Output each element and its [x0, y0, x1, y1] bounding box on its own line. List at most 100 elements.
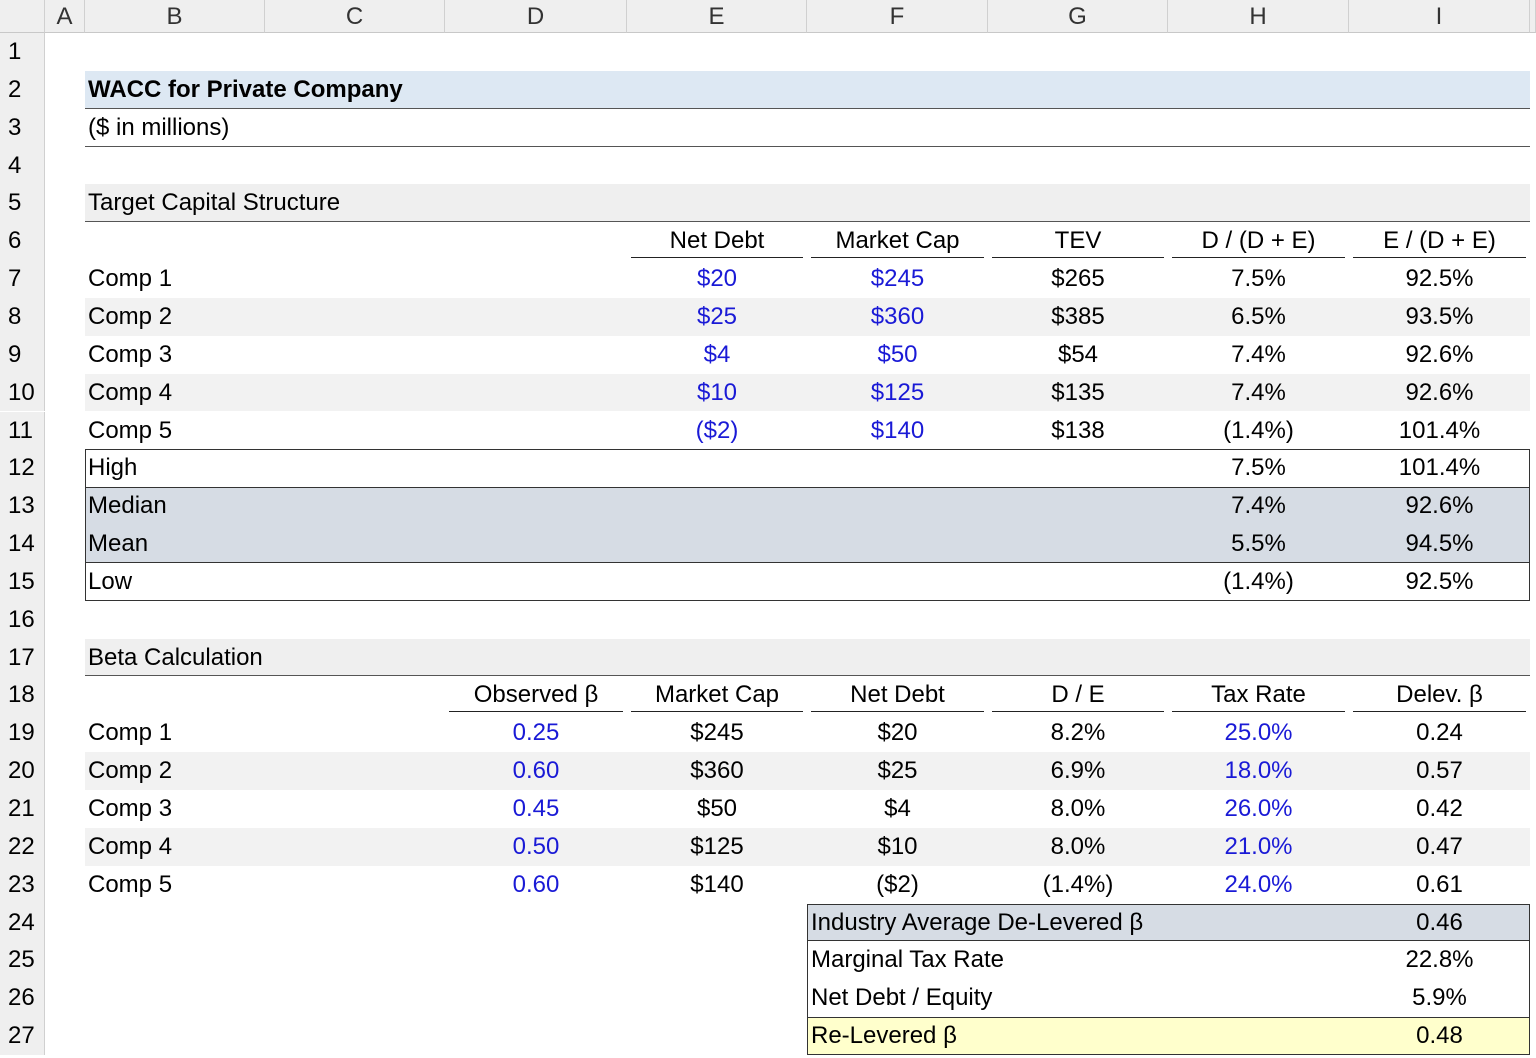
- row-header: 14: [0, 525, 45, 563]
- underline: [992, 257, 1164, 259]
- column-header: [1530, 0, 1536, 33]
- cell-value: 0.60: [512, 757, 560, 785]
- cell-value: $245: [690, 719, 744, 747]
- underline: [811, 257, 984, 259]
- row-band: [85, 373, 1530, 412]
- section-heading: Beta Calculation: [88, 643, 263, 671]
- cell-value: 8.0%: [1050, 832, 1106, 860]
- row-label: Comp 2: [88, 302, 173, 330]
- row-header: 23: [0, 865, 45, 904]
- cell-value: 0.25: [512, 719, 560, 747]
- column-label: E / (D + E): [1383, 227, 1496, 255]
- summary-label: Marginal Tax Rate: [811, 946, 1004, 974]
- row-label: Comp 3: [88, 340, 173, 368]
- cell-value: 0.45: [512, 795, 560, 822]
- stat-label: High: [88, 454, 138, 482]
- underline: [449, 711, 623, 713]
- cell-value: 6.9%: [1050, 757, 1106, 785]
- summary-value: 22.8%: [1405, 946, 1474, 974]
- column-header: E: [627, 0, 807, 33]
- cell-value: $125: [690, 832, 744, 860]
- stat-value: 7.4%: [1231, 492, 1286, 520]
- cell-value: $10: [877, 832, 918, 860]
- cell-value: $385: [1051, 302, 1105, 330]
- column-header: C: [265, 0, 445, 33]
- row-header: 13: [0, 487, 45, 526]
- cell-value: 0.47: [1416, 832, 1463, 860]
- summary-label: Industry Average De-Levered β: [811, 908, 1144, 936]
- row-header: 17: [0, 638, 45, 677]
- summary-fill: [808, 904, 1529, 942]
- column-header: G: [988, 0, 1168, 33]
- cell-value: 101.4%: [1398, 416, 1481, 444]
- row-header: 6: [0, 222, 45, 261]
- summary-value: 0.48: [1416, 1022, 1463, 1050]
- column-label: Delev. β: [1396, 681, 1483, 709]
- cell-value: 92.5%: [1405, 265, 1474, 293]
- column-header: D: [445, 0, 627, 33]
- column-label: Observed β: [473, 681, 599, 709]
- row-label: Comp 3: [88, 795, 173, 822]
- cell-value: $360: [690, 757, 744, 785]
- stat-value: (1.4%): [1223, 567, 1294, 595]
- cell-value: 7.4%: [1231, 378, 1286, 406]
- cell-value: 7.4%: [1231, 340, 1286, 368]
- cell-value: $25: [877, 757, 918, 785]
- row-header: 11: [0, 411, 45, 450]
- cell-value: (1.4%): [1042, 870, 1114, 898]
- cell-value: ($2): [876, 870, 919, 898]
- row-header: 15: [0, 562, 45, 601]
- cell-value: 92.6%: [1405, 378, 1474, 406]
- row-header: 10: [0, 373, 45, 412]
- cell-value: $360: [870, 302, 925, 330]
- stat-value: 92.6%: [1405, 492, 1474, 520]
- row-header: 19: [0, 714, 45, 753]
- column-header: B: [85, 0, 265, 33]
- row-label: Comp 1: [88, 719, 173, 747]
- column-label: Tax Rate: [1211, 681, 1306, 709]
- row-label: Comp 4: [88, 378, 173, 406]
- section-band: [85, 184, 1530, 223]
- cell-value: 0.50: [512, 832, 560, 860]
- row-label: Comp 1: [88, 265, 173, 293]
- summary-box: [807, 903, 1530, 1055]
- underline: [631, 257, 803, 259]
- column-header: A: [45, 0, 85, 33]
- column-header: H: [1168, 0, 1349, 33]
- cell-value: 21.0%: [1224, 832, 1293, 860]
- column-label: TEV: [1054, 227, 1102, 255]
- row-header: 4: [0, 146, 45, 185]
- stat-value: 92.5%: [1405, 567, 1474, 595]
- column-label: D / E: [1051, 681, 1105, 709]
- row-header: 12: [0, 449, 45, 488]
- section-band: [85, 638, 1530, 677]
- row-band: [85, 827, 1530, 866]
- cell-value: (1.4%): [1223, 416, 1294, 444]
- cell-value: 0.24: [1416, 719, 1463, 747]
- stat-label: Median: [88, 492, 167, 520]
- cell-value: 24.0%: [1224, 870, 1293, 898]
- row-band: [85, 70, 1530, 109]
- cell-value: $50: [696, 795, 738, 822]
- cell-value: 25.0%: [1224, 719, 1293, 747]
- row-label: Comp 5: [88, 416, 173, 444]
- stats-box: [85, 449, 1530, 601]
- row-header: 2: [0, 70, 45, 109]
- column-label: Market Cap: [835, 227, 960, 255]
- subtitle: ($ in millions): [88, 113, 230, 141]
- cell-value: $4: [703, 340, 731, 368]
- cell-value: $245: [870, 265, 925, 293]
- row-header: 20: [0, 752, 45, 790]
- stat-label: Low: [88, 567, 133, 595]
- row-header: 9: [0, 335, 45, 374]
- underline: [1353, 257, 1526, 259]
- row-label: Comp 5: [88, 870, 173, 898]
- row-header: 27: [0, 1017, 45, 1055]
- column-header: I: [1349, 0, 1530, 33]
- row-band: [85, 752, 1530, 790]
- summary-value: 0.46: [1416, 908, 1463, 936]
- row-header: 1: [0, 33, 45, 71]
- cell-value: 0.61: [1416, 870, 1463, 898]
- cell-value: ($2): [695, 416, 739, 444]
